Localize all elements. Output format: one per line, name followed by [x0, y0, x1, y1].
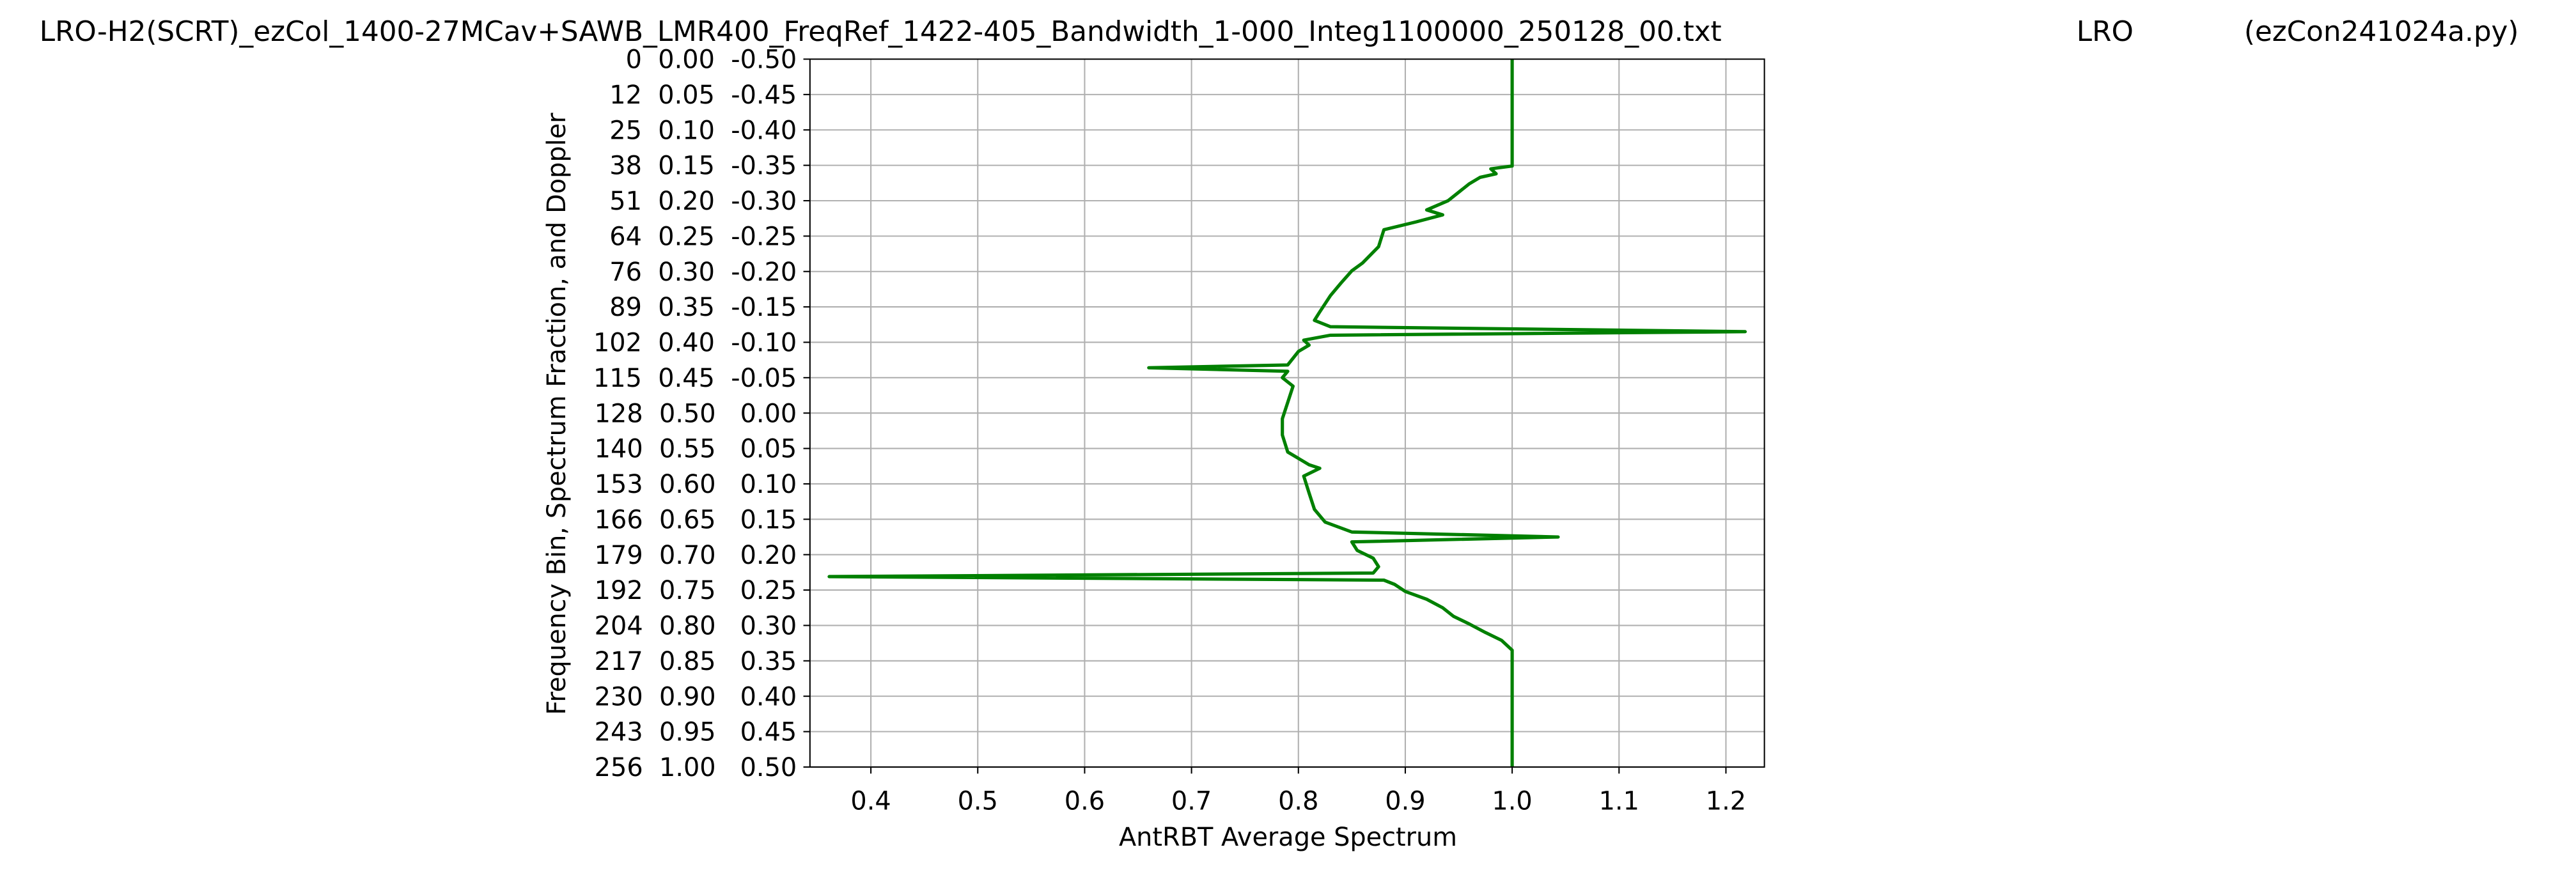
x-tick-label: 0.9	[1385, 787, 1425, 816]
plot-frame	[809, 58, 1765, 768]
y-tick-label: 179 0.70 0.20	[595, 541, 797, 570]
y-tick-label: 0 0.00 -0.50	[626, 45, 797, 75]
x-tick-label: 0.6	[1065, 787, 1105, 816]
y-tick-label: 153 0.60 0.10	[595, 470, 797, 499]
x-tick-label: 1.2	[1706, 787, 1746, 816]
x-tick-label: 1.0	[1492, 787, 1532, 816]
y-tick-label: 140 0.55 0.05	[595, 435, 797, 464]
y-tick-label: 243 0.95 0.45	[595, 718, 797, 747]
x-tick-label: 0.5	[958, 787, 998, 816]
x-tick-label: 1.1	[1599, 787, 1639, 816]
y-tick-label: 76 0.30 -0.20	[609, 258, 797, 287]
annotation: LRO	[2077, 15, 2134, 48]
y-tick-label: 38 0.15 -0.35	[609, 151, 797, 181]
y-tick-label: 12 0.05 -0.45	[609, 81, 797, 110]
annotation: (ezCon241024a.py)	[2244, 15, 2519, 48]
y-axis-label: Frequency Bin, Spectrum Fraction, and Do…	[542, 113, 572, 715]
y-tick-label: 204 0.80 0.30	[595, 612, 797, 641]
y-tick-label: 230 0.90 0.40	[595, 682, 797, 711]
y-tick-label: 217 0.85 0.35	[595, 647, 797, 676]
y-tick-label: 51 0.20 -0.30	[609, 187, 797, 216]
y-tick-label: 192 0.75 0.25	[595, 576, 797, 605]
x-axis-label: AntRBT Average Spectrum	[1119, 823, 1457, 852]
y-tick-label: 256 1.00 0.50	[595, 753, 797, 782]
y-tick-label: 64 0.25 -0.25	[609, 222, 797, 251]
x-tick-label: 0.8	[1278, 787, 1318, 816]
y-tick-label: 166 0.65 0.15	[595, 505, 797, 534]
x-tick-label: 0.7	[1171, 787, 1212, 816]
x-tick-label: 0.4	[850, 787, 891, 816]
data-line	[827, 59, 1747, 767]
chart-title: LRO-H2(SCRT)_ezCol_1400-27MCav+SAWB_LMR4…	[40, 15, 1722, 48]
y-tick-label: 128 0.50 0.00	[595, 399, 797, 428]
y-tick-label: 102 0.40 -0.10	[593, 329, 797, 358]
y-tick-label: 25 0.10 -0.40	[609, 116, 797, 145]
y-tick-label: 115 0.45 -0.05	[593, 364, 797, 393]
y-tick-label: 89 0.35 -0.15	[609, 293, 797, 322]
